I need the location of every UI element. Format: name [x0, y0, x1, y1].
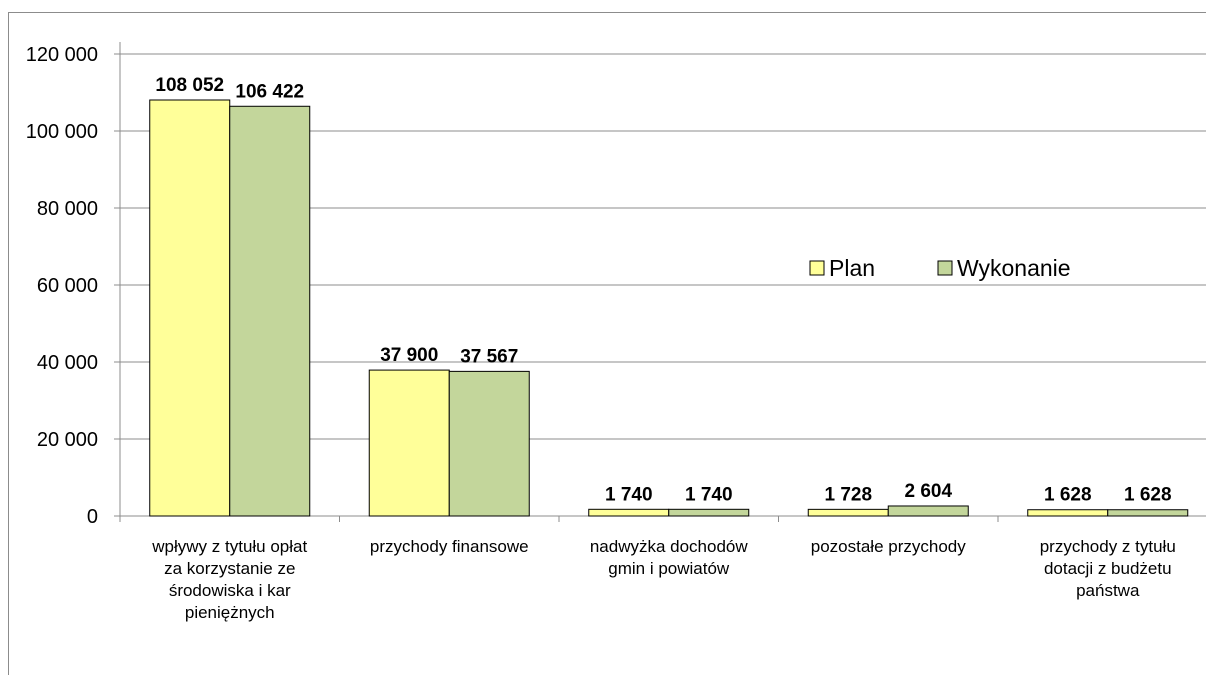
- data-label: 1 740: [605, 484, 653, 505]
- y-tick-label: 80 000: [37, 198, 98, 220]
- data-label: 108 052: [155, 75, 224, 96]
- bar-plan: [807, 508, 889, 517]
- data-label: 106 422: [235, 81, 304, 102]
- bar-plan: [588, 508, 670, 517]
- x-category-label: dotacji z budżetu: [1044, 559, 1172, 578]
- x-category-label: pozostałe przychody: [811, 537, 966, 556]
- x-category-label: państwa: [1076, 581, 1140, 600]
- bar-plan: [149, 99, 231, 517]
- x-category-label: przychody finansowe: [370, 537, 529, 556]
- y-tick-label: 20 000: [37, 429, 98, 451]
- x-category-label: przychody z tytułu: [1040, 537, 1176, 556]
- bar-wykonanie: [229, 105, 311, 517]
- bar-wykonanie: [448, 370, 530, 517]
- y-tick-label: 100 000: [26, 121, 98, 143]
- bar-wykonanie: [668, 508, 750, 517]
- data-label: 1 628: [1044, 485, 1092, 506]
- data-label: 37 567: [460, 346, 518, 367]
- y-tick-label: 40 000: [37, 352, 98, 374]
- legend-label-wykonanie: Wykonanie: [957, 255, 1071, 281]
- legend-swatch-plan: [809, 260, 825, 276]
- x-category-label: za korzystanie ze: [164, 559, 295, 578]
- data-label: 1 628: [1124, 485, 1172, 506]
- x-category-label: gmin i powiatów: [608, 559, 730, 578]
- x-category-label: pieniężnych: [185, 603, 275, 622]
- legend-swatch-wykonanie: [937, 260, 953, 276]
- data-label: 1 728: [824, 484, 872, 505]
- chart-frame: [8, 12, 1206, 675]
- x-category-label: nadwyżka dochodów: [590, 537, 749, 556]
- bar-wykonanie: [887, 505, 969, 517]
- legend-label-plan: Plan: [829, 255, 875, 281]
- data-label: 37 900: [380, 345, 438, 366]
- x-category-label: środowiska i kar: [169, 581, 291, 600]
- y-tick-label: 120 000: [26, 44, 98, 66]
- y-tick-label: 0: [87, 506, 98, 528]
- bar-plan: [368, 369, 450, 517]
- x-category-label: wpływy z tytułu opłat: [151, 537, 307, 556]
- data-label: 1 740: [685, 484, 733, 505]
- data-label: 2 604: [904, 481, 952, 502]
- bar-wykonanie: [1107, 509, 1189, 517]
- y-tick-label: 60 000: [37, 275, 98, 297]
- bar-plan: [1027, 509, 1109, 517]
